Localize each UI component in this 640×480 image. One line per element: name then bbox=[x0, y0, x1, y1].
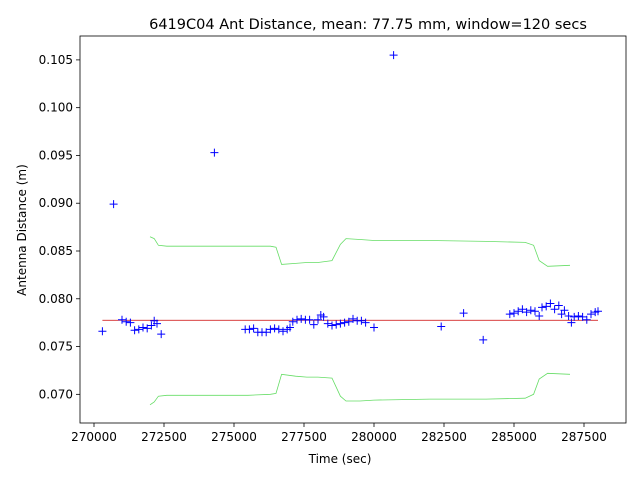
data-point bbox=[157, 330, 166, 339]
y-tick-label: 0.075 bbox=[39, 340, 73, 354]
y-tick-label: 0.085 bbox=[39, 244, 73, 258]
data-point bbox=[582, 315, 591, 324]
chart-title: 6419C04 Ant Distance, mean: 77.75 mm, wi… bbox=[149, 17, 587, 33]
axes-frame bbox=[79, 35, 627, 424]
y-tick-label: 0.090 bbox=[39, 196, 73, 210]
data-point bbox=[297, 314, 306, 323]
data-point bbox=[389, 51, 398, 60]
data-point bbox=[574, 311, 583, 320]
data-point bbox=[98, 327, 107, 336]
data-point bbox=[510, 309, 518, 318]
data-point bbox=[134, 325, 143, 334]
plot-area bbox=[98, 51, 602, 406]
data-point bbox=[349, 314, 357, 323]
x-axis-ticks: 270000 272500 275000 277500 280000 282500 2850… bbox=[71, 423, 607, 444]
data-point bbox=[274, 325, 283, 334]
data-point bbox=[560, 306, 569, 315]
x-tick-label: 275000 bbox=[211, 430, 257, 444]
data-point bbox=[323, 319, 332, 328]
data-point bbox=[319, 312, 328, 321]
data-point bbox=[309, 320, 318, 329]
data-points bbox=[98, 51, 602, 344]
x-axis-label: Time (sec) bbox=[308, 452, 372, 466]
data-point bbox=[578, 312, 587, 321]
data-point bbox=[459, 309, 468, 318]
data-point bbox=[130, 326, 139, 335]
x-tick-label: 270000 bbox=[71, 430, 117, 444]
data-point bbox=[262, 328, 271, 337]
data-point bbox=[139, 323, 147, 332]
data-point bbox=[535, 311, 544, 320]
data-point bbox=[505, 310, 514, 319]
data-point bbox=[567, 318, 576, 327]
data-point bbox=[361, 318, 370, 327]
y-axis-ticks: 0.070 0.075 0.080 0.085 0.090 0.095 0.100 0.105 bbox=[39, 53, 80, 401]
data-point bbox=[554, 301, 563, 310]
data-point bbox=[336, 319, 345, 328]
data-point bbox=[143, 324, 152, 333]
data-point bbox=[245, 325, 254, 334]
data-point bbox=[357, 316, 366, 325]
y-axis-label: Antenna Distance (m) bbox=[15, 164, 29, 296]
x-tick-label: 285000 bbox=[491, 430, 537, 444]
data-point bbox=[522, 308, 531, 317]
data-point bbox=[514, 307, 523, 316]
data-point bbox=[210, 148, 219, 157]
lower-bound-line bbox=[149, 372, 571, 406]
data-point bbox=[437, 322, 446, 331]
data-point bbox=[594, 307, 602, 316]
data-point bbox=[118, 315, 126, 324]
data-point bbox=[122, 317, 131, 326]
y-tick-label: 0.105 bbox=[39, 53, 73, 67]
data-point bbox=[526, 306, 535, 315]
data-point bbox=[531, 307, 539, 316]
data-point bbox=[340, 318, 349, 327]
x-tick-label: 287500 bbox=[561, 430, 607, 444]
data-point bbox=[570, 312, 579, 321]
data-point bbox=[305, 315, 314, 324]
data-point bbox=[126, 318, 135, 327]
data-point bbox=[518, 305, 527, 314]
data-point bbox=[542, 302, 551, 311]
data-point bbox=[147, 321, 156, 330]
data-point bbox=[370, 323, 378, 332]
data-point bbox=[550, 305, 559, 314]
data-point bbox=[279, 327, 287, 336]
y-tick-label: 0.100 bbox=[39, 101, 73, 115]
data-point bbox=[293, 315, 301, 324]
data-point bbox=[587, 310, 595, 319]
y-tick-label: 0.080 bbox=[39, 292, 73, 306]
data-point bbox=[538, 303, 546, 312]
data-point bbox=[546, 299, 555, 308]
data-point bbox=[332, 320, 341, 329]
x-tick-label: 282500 bbox=[421, 430, 467, 444]
data-point bbox=[564, 311, 573, 320]
x-tick-label: 277500 bbox=[281, 430, 327, 444]
data-point bbox=[344, 317, 353, 326]
y-tick-label: 0.070 bbox=[39, 387, 73, 401]
data-point bbox=[479, 335, 488, 344]
y-tick-label: 0.095 bbox=[39, 148, 73, 162]
data-point bbox=[288, 317, 297, 326]
x-tick-label: 272500 bbox=[141, 430, 187, 444]
x-tick-label: 280000 bbox=[351, 430, 397, 444]
data-point bbox=[286, 323, 294, 332]
data-point bbox=[328, 321, 336, 330]
upper-bound-line bbox=[149, 236, 571, 267]
data-point bbox=[153, 319, 161, 328]
data-point bbox=[249, 324, 258, 333]
data-point bbox=[270, 324, 279, 333]
data-point bbox=[314, 315, 322, 324]
data-point bbox=[266, 325, 275, 334]
data-point bbox=[109, 200, 118, 209]
